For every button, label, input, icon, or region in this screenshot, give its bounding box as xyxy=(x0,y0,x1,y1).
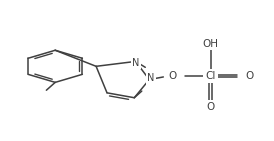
Text: O: O xyxy=(207,102,215,112)
Text: OH: OH xyxy=(202,39,219,49)
Text: O: O xyxy=(245,71,253,81)
Text: Cl: Cl xyxy=(206,71,216,81)
Text: O: O xyxy=(168,71,176,81)
Text: N: N xyxy=(132,58,139,68)
Text: N: N xyxy=(147,73,154,83)
